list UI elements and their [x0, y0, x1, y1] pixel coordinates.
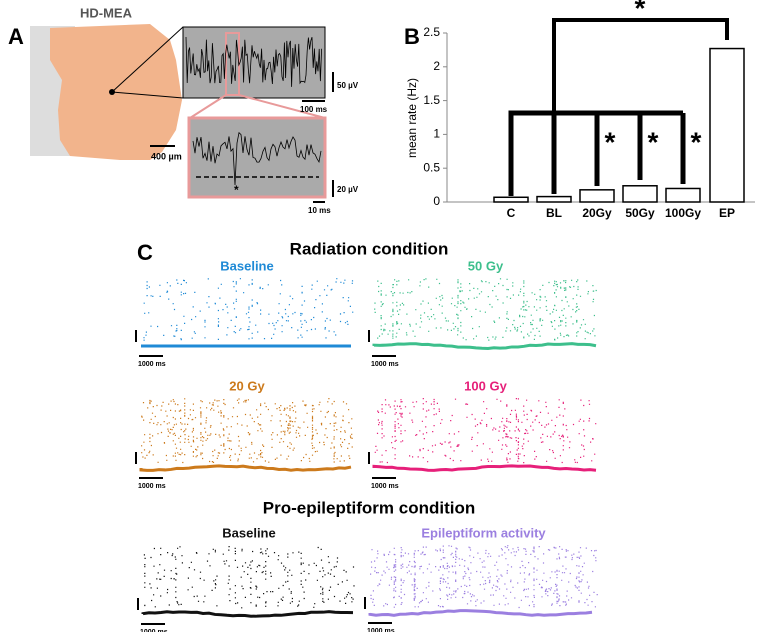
- rate-trace: [139, 464, 352, 472]
- scale-label: 1000 ms: [138, 483, 166, 490]
- section-title: Pro-epileptiform condition: [263, 498, 476, 517]
- rate-trace: [368, 609, 593, 617]
- rate-trace: [372, 464, 597, 472]
- bar-chart: 0 0.5 1 1.5 2 2.5 C BL 20Gy 50Gy 100Gy EP * * * *: [423, 0, 755, 220]
- raster-dots: [143, 278, 354, 341]
- significance-mark: *: [635, 0, 646, 23]
- zoom-box: [187, 116, 327, 199]
- y-tick-label: 2: [433, 59, 440, 73]
- scale-label: 1000 ms: [367, 628, 395, 632]
- y-tick-label: 1: [433, 127, 440, 141]
- connector: [111, 91, 184, 99]
- scale-label: 1000 ms: [138, 361, 166, 368]
- x-tick-label: 100Gy: [665, 206, 701, 220]
- x-tick-label: C: [507, 206, 516, 220]
- raster-title: 20 Gy: [229, 378, 265, 393]
- electrode: [109, 89, 115, 95]
- y-axis-label: mean rate (Hz): [405, 78, 419, 158]
- trace: [192, 131, 322, 186]
- trace: [185, 36, 322, 87]
- y-tick-label: 0: [433, 194, 440, 208]
- panel-label: B: [404, 24, 420, 49]
- section-title: Radiation condition: [290, 239, 449, 258]
- x-tick-label: 50Gy: [625, 206, 655, 220]
- raster-dots: [374, 398, 597, 464]
- scale-label: 50 µV: [337, 81, 359, 90]
- rate-trace: [141, 610, 354, 618]
- raster-title: 50 Gy: [468, 258, 504, 273]
- significance-bracket: [508, 110, 686, 196]
- y-tick-label: 2.5: [423, 25, 440, 39]
- connector: [111, 26, 184, 93]
- raster-dots: [141, 398, 353, 464]
- scale-label: 10 ms: [308, 206, 331, 215]
- significance-mark: *: [691, 126, 702, 157]
- y-tick-label: 0.5: [423, 160, 440, 174]
- panel-label: A: [8, 24, 24, 49]
- raster-dots: [374, 278, 597, 341]
- spike-mark: *: [234, 183, 239, 197]
- significance-mark: *: [648, 126, 659, 157]
- scale-label: 1000 ms: [371, 361, 399, 368]
- rate-trace: [372, 342, 597, 350]
- bar: [536, 195, 572, 203]
- scale-label: 100 ms: [300, 105, 328, 114]
- bar: [493, 196, 529, 203]
- mea-title: HD-MEA: [80, 5, 133, 20]
- x-tick-label: EP: [719, 206, 735, 220]
- raster-title: 100 Gy: [464, 378, 507, 393]
- zoom-lines: [189, 94, 326, 119]
- raster-title: Baseline: [220, 258, 273, 273]
- raster-group: Baseline 1000 ms 50 Gy 1000 ms 20 Gy 1000 ms 1…: [135, 258, 598, 632]
- bar: [579, 189, 615, 203]
- x-tick-label: BL: [546, 206, 562, 220]
- raster-title: Baseline: [222, 525, 275, 540]
- bar: [709, 47, 745, 203]
- panel-label: C: [137, 240, 153, 265]
- scale-label: 20 µV: [337, 185, 359, 194]
- x-tick-label: 20Gy: [582, 206, 612, 220]
- raster-dots: [370, 545, 598, 609]
- bar: [665, 187, 701, 203]
- raster-title: Epileptiform activity: [421, 525, 546, 540]
- bar: [622, 185, 658, 203]
- scale-label: 1000 ms: [140, 629, 168, 632]
- trace-box: [182, 26, 326, 99]
- significance-bracket: [552, 18, 729, 113]
- scale-label: 400 µm: [151, 151, 182, 161]
- raster-dots: [143, 546, 355, 609]
- y-tick-label: 1.5: [423, 93, 440, 107]
- scale-label: 1000 ms: [371, 483, 399, 490]
- significance-mark: *: [605, 126, 616, 157]
